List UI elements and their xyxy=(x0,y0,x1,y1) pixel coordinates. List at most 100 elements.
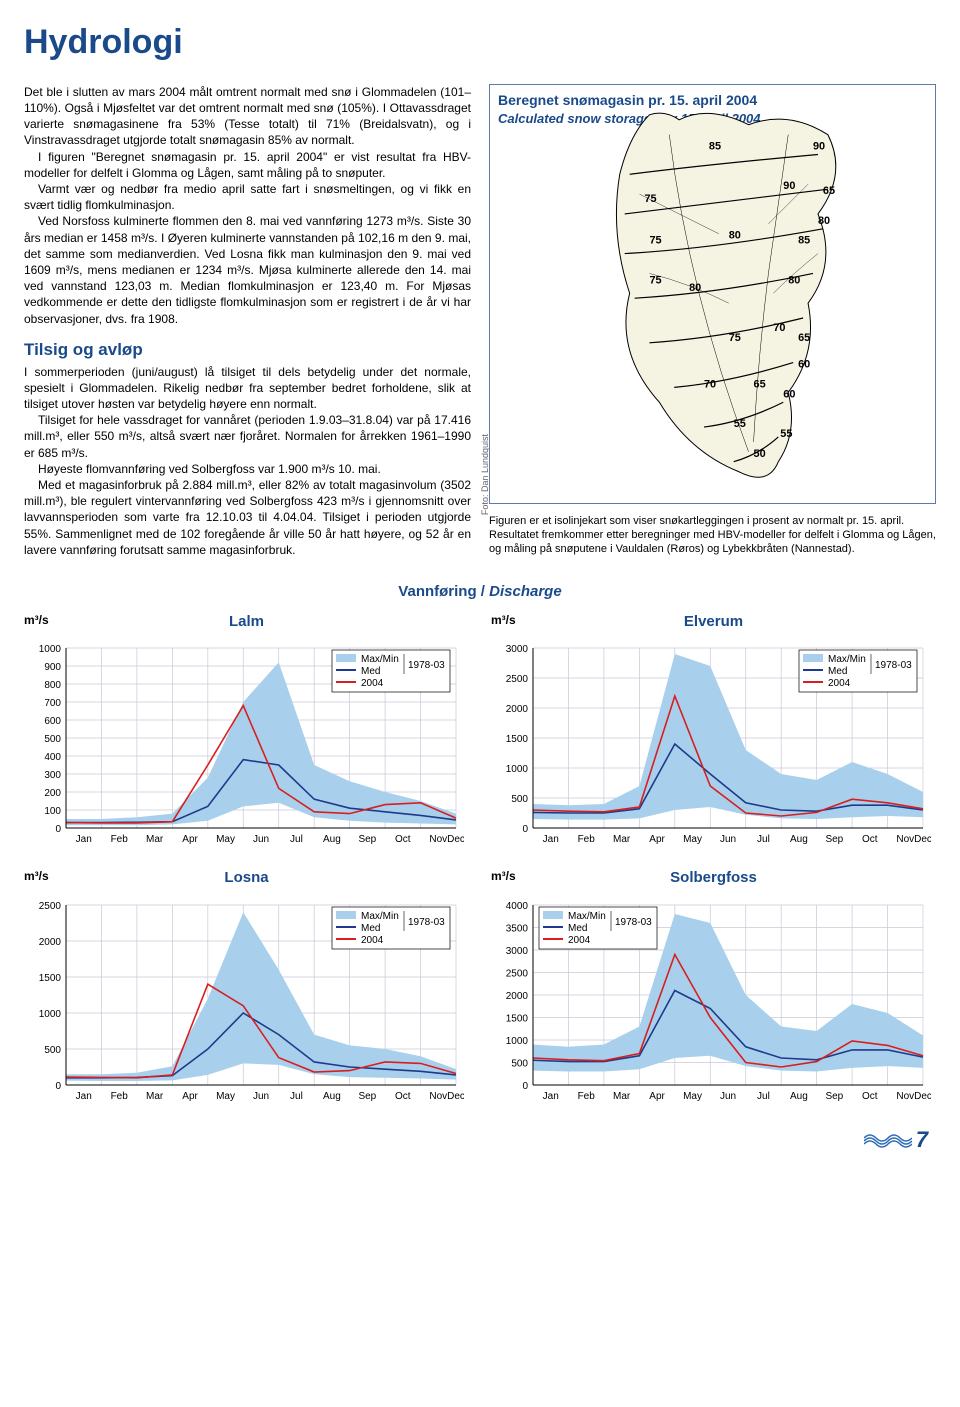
svg-text:Nov: Nov xyxy=(429,1091,447,1102)
svg-text:1000: 1000 xyxy=(506,764,529,775)
svg-text:Apr: Apr xyxy=(182,834,198,845)
svg-text:200: 200 xyxy=(44,788,61,799)
paragraph: I figuren "Beregnet snømagasin pr. 15. a… xyxy=(24,149,471,181)
svg-text:1500: 1500 xyxy=(39,973,62,984)
svg-text:Feb: Feb xyxy=(111,1091,129,1102)
isoline-map: 85 90 75 90 65 80 75 80 85 75 80 80 75 7… xyxy=(590,95,927,491)
svg-text:90: 90 xyxy=(813,140,825,152)
paragraph: I sommerperioden (juni/august) lå tilsig… xyxy=(24,364,471,413)
svg-text:Sep: Sep xyxy=(358,834,376,845)
svg-text:Max/Min: Max/Min xyxy=(828,654,866,665)
svg-text:50: 50 xyxy=(754,448,766,460)
svg-text:700: 700 xyxy=(44,698,61,709)
svg-text:2004: 2004 xyxy=(361,678,384,689)
svg-text:Jun: Jun xyxy=(720,1091,736,1102)
svg-text:Med: Med xyxy=(361,923,380,934)
page-title: Hydrologi xyxy=(24,20,936,66)
svg-text:Dec: Dec xyxy=(914,1091,931,1102)
chart-title: Lalm xyxy=(24,612,469,632)
svg-text:65: 65 xyxy=(798,332,810,344)
svg-text:0: 0 xyxy=(522,1081,528,1092)
svg-text:Oct: Oct xyxy=(862,1091,878,1102)
svg-text:75: 75 xyxy=(649,235,661,247)
svg-text:2000: 2000 xyxy=(506,991,529,1002)
svg-text:65: 65 xyxy=(754,378,766,390)
svg-text:0: 0 xyxy=(55,824,61,835)
svg-text:Jun: Jun xyxy=(253,834,269,845)
svg-text:70: 70 xyxy=(704,378,716,390)
svg-text:2500: 2500 xyxy=(506,968,529,979)
svg-text:1000: 1000 xyxy=(506,1036,529,1047)
svg-text:Mar: Mar xyxy=(613,1091,631,1102)
svg-text:Aug: Aug xyxy=(323,834,341,845)
svg-text:100: 100 xyxy=(44,806,61,817)
svg-text:Nov: Nov xyxy=(896,834,914,845)
svg-text:Sep: Sep xyxy=(358,1091,376,1102)
svg-text:55: 55 xyxy=(734,418,746,430)
subheading-tilsig: Tilsig og avløp xyxy=(24,339,471,362)
paragraph: Varmt vær og nedbør fra medio april satt… xyxy=(24,181,471,213)
svg-text:Dec: Dec xyxy=(447,834,464,845)
svg-text:1978-03: 1978-03 xyxy=(408,917,445,928)
body-text-column: Det ble i slutten av mars 2004 målt omtr… xyxy=(24,84,471,564)
svg-text:Dec: Dec xyxy=(447,1091,464,1102)
svg-text:3500: 3500 xyxy=(506,923,529,934)
svg-text:80: 80 xyxy=(818,215,830,227)
svg-text:Med: Med xyxy=(568,923,587,934)
snow-map-figure: Beregnet snømagasin pr. 15. april 2004 C… xyxy=(489,84,936,504)
svg-text:Med: Med xyxy=(361,666,380,677)
svg-text:0: 0 xyxy=(522,824,528,835)
svg-text:2004: 2004 xyxy=(568,935,591,946)
svg-text:Nov: Nov xyxy=(896,1091,914,1102)
svg-text:80: 80 xyxy=(689,282,701,294)
chart-elverum: Elverumm³/s050010001500200025003000JanFe… xyxy=(491,612,936,850)
svg-text:Apr: Apr xyxy=(649,1091,665,1102)
svg-text:Jul: Jul xyxy=(290,834,303,845)
svg-text:Aug: Aug xyxy=(323,1091,341,1102)
svg-text:Jun: Jun xyxy=(253,1091,269,1102)
svg-text:1500: 1500 xyxy=(506,734,529,745)
svg-text:Jan: Jan xyxy=(76,834,92,845)
svg-text:Aug: Aug xyxy=(790,834,808,845)
chart-losna: Losnam³/s05001000150020002500JanFebMarAp… xyxy=(24,868,469,1106)
svg-text:Nov: Nov xyxy=(429,834,447,845)
svg-text:2004: 2004 xyxy=(361,935,384,946)
svg-text:Mar: Mar xyxy=(613,834,631,845)
svg-text:65: 65 xyxy=(823,185,835,197)
svg-text:Apr: Apr xyxy=(182,1091,198,1102)
svg-text:55: 55 xyxy=(780,428,792,440)
svg-text:800: 800 xyxy=(44,680,61,691)
svg-text:60: 60 xyxy=(798,358,810,370)
svg-text:75: 75 xyxy=(729,332,741,344)
svg-text:80: 80 xyxy=(788,274,800,286)
paragraph: Høyeste flomvannføring ved Solbergfoss v… xyxy=(24,461,471,477)
paragraph: Det ble i slutten av mars 2004 målt omtr… xyxy=(24,84,471,149)
svg-text:Dec: Dec xyxy=(914,834,931,845)
svg-text:Jun: Jun xyxy=(720,834,736,845)
svg-text:500: 500 xyxy=(44,1045,61,1056)
svg-text:0: 0 xyxy=(55,1081,61,1092)
svg-text:Mar: Mar xyxy=(146,834,164,845)
svg-text:600: 600 xyxy=(44,716,61,727)
svg-text:60: 60 xyxy=(783,388,795,400)
page-number: 7 xyxy=(916,1125,936,1155)
svg-text:Jan: Jan xyxy=(543,1091,559,1102)
svg-text:400: 400 xyxy=(44,752,61,763)
svg-text:Mar: Mar xyxy=(146,1091,164,1102)
svg-text:May: May xyxy=(216,1091,235,1102)
chart-title: Elverum xyxy=(491,612,936,632)
svg-text:2000: 2000 xyxy=(506,704,529,715)
svg-text:2000: 2000 xyxy=(39,937,62,948)
svg-text:May: May xyxy=(683,834,702,845)
svg-text:1978-03: 1978-03 xyxy=(875,660,912,671)
svg-text:2500: 2500 xyxy=(506,674,529,685)
svg-text:300: 300 xyxy=(44,770,61,781)
svg-text:Max/Min: Max/Min xyxy=(568,911,606,922)
svg-text:Jul: Jul xyxy=(757,1091,770,1102)
map-caption: Figuren er et isolinjekart som viser snø… xyxy=(489,514,936,557)
svg-text:May: May xyxy=(683,1091,702,1102)
svg-text:70: 70 xyxy=(773,322,785,334)
chart-solbergfoss: Solbergfossm³/s0500100015002000250030003… xyxy=(491,868,936,1106)
svg-text:Feb: Feb xyxy=(111,834,129,845)
svg-text:85: 85 xyxy=(798,235,810,247)
